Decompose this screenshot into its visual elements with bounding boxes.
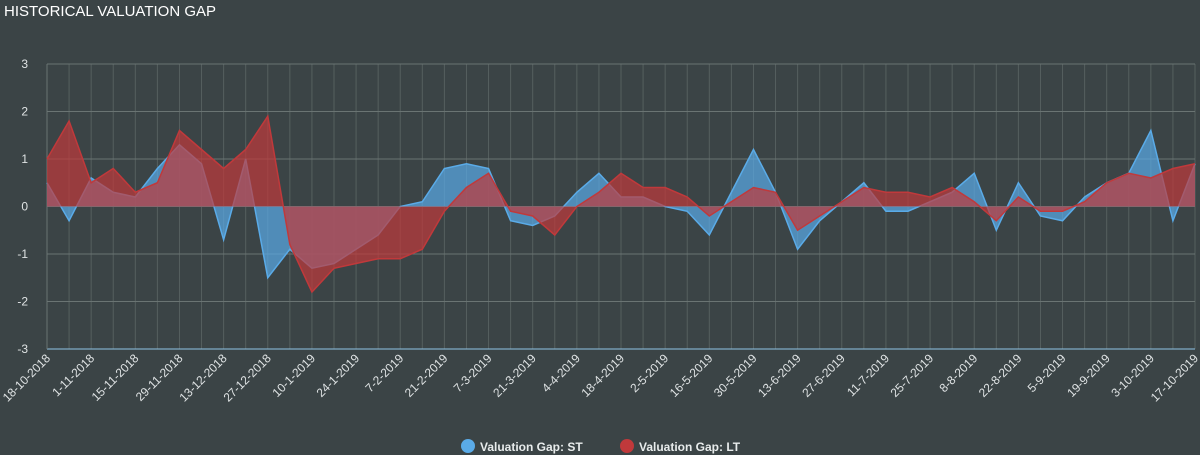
y-tick-label: -1 <box>17 247 28 261</box>
x-tick-label: 25-7-2019 <box>888 351 937 400</box>
x-tick-label: 4-4-2019 <box>539 351 583 395</box>
x-tick-label: 2-5-2019 <box>627 351 671 395</box>
x-tick-label: 27-6-2019 <box>799 351 848 400</box>
x-tick-label: 16-5-2019 <box>667 351 716 400</box>
line <box>46 114 1196 294</box>
x-tick-label: 17-10-2019 <box>1148 351 1200 405</box>
legend-marker <box>461 439 475 453</box>
area <box>47 116 1195 292</box>
x-tick-label: 24-1-2019 <box>314 351 363 400</box>
x-tick-label: 7-2-2019 <box>362 351 406 395</box>
x-tick-label: 8-8-2019 <box>936 351 980 395</box>
x-tick-label: 13-6-2019 <box>755 351 804 400</box>
x-tick-label: 5-9-2019 <box>1025 351 1069 395</box>
legend-marker <box>620 439 634 453</box>
y-tick-label: 2 <box>21 105 28 119</box>
x-tick-label: 7-3-2019 <box>451 351 495 395</box>
chart-title: HISTORICAL VALUATION GAP <box>4 3 216 20</box>
y-tick-label: 1 <box>21 152 28 166</box>
x-tick-label: 22-8-2019 <box>976 351 1025 400</box>
x-tick-label: 18-10-2018 <box>0 351 53 405</box>
y-tick-label: -2 <box>17 295 28 309</box>
x-tick-label: 10-1-2019 <box>269 351 318 400</box>
x-tick-label: 11-7-2019 <box>844 351 892 399</box>
x-tick-label: 30-5-2019 <box>711 351 760 400</box>
y-tick-label: 3 <box>21 57 28 71</box>
legend-label: Valuation Gap: LT <box>639 440 741 454</box>
x-tick-label: 18-4-2019 <box>579 351 628 400</box>
legend-label: Valuation Gap: ST <box>480 440 583 454</box>
y-tick-label: -3 <box>17 342 28 356</box>
x-tick-label: 27-12-2018 <box>221 351 275 405</box>
x-tick-label: 21-3-2019 <box>490 351 539 400</box>
x-tick-label: 19-9-2019 <box>1064 351 1113 400</box>
x-tick-label: 21-2-2019 <box>402 351 451 400</box>
y-tick-label: 0 <box>21 200 28 214</box>
